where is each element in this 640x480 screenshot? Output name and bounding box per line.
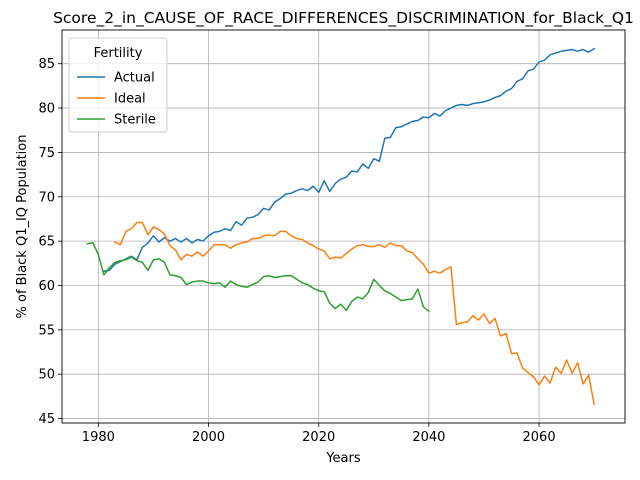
legend-label-sterile: Sterile (114, 113, 156, 128)
y-tick-label: 65 (38, 235, 55, 250)
x-axis-ticks: 1980 2000 2020 2040 2060 (82, 423, 556, 445)
x-tick-label: 2020 (302, 430, 335, 445)
legend-label-actual: Actual (114, 71, 155, 86)
legend: Fertility Actual Ideal Sterile (68, 37, 168, 133)
legend-box (68, 37, 168, 133)
y-tick-label: 55 (38, 323, 55, 338)
x-tick-label: 2060 (523, 430, 556, 445)
legend-label-ideal: Ideal (114, 92, 146, 107)
y-tick-label: 50 (38, 368, 55, 383)
y-tick-label: 45 (38, 412, 55, 427)
x-tick-label: 2000 (192, 430, 225, 445)
y-axis-label: % of Black Q1_IQ Population (15, 135, 30, 319)
y-axis-ticks: 45 50 55 60 65 70 75 80 85 (38, 57, 62, 427)
y-tick-label: 85 (38, 57, 55, 72)
series-lines (86, 47, 596, 406)
legend-title: Fertility (94, 46, 143, 61)
series-line-sterile (86, 242, 430, 313)
plot-frame (61, 29, 626, 424)
series-line-ideal (113, 221, 596, 406)
y-tick-label: 60 (38, 279, 55, 294)
series-line-actual (103, 47, 596, 273)
x-axis-label: Years (325, 451, 361, 466)
y-tick-label: 75 (38, 146, 55, 161)
x-tick-label: 2040 (412, 430, 445, 445)
y-tick-label: 70 (38, 190, 55, 205)
chart-title: Score_2_in_CAUSE_OF_RACE_DIFFERENCES_DIS… (53, 9, 634, 28)
x-tick-label: 1980 (82, 430, 115, 445)
y-tick-label: 80 (38, 102, 55, 117)
